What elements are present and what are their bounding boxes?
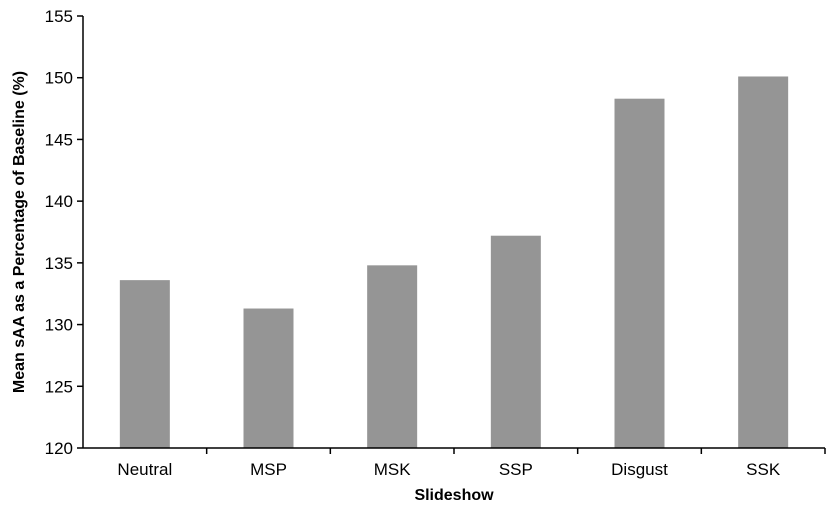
y-tick-label: 125: [45, 377, 73, 396]
x-tick-label: Disgust: [611, 460, 668, 479]
x-tick-label: SSK: [746, 460, 781, 479]
bar-ssk: [738, 76, 789, 448]
x-tick-label: Neutral: [117, 460, 172, 479]
x-tick-label: MSP: [250, 460, 287, 479]
x-axis-ticks: Neutral MSP MSK SSP Disgust SSK: [117, 448, 826, 479]
y-axis-title: Mean sAA as a Percentage of Baseline (%): [11, 71, 28, 393]
bar-ssp: [490, 235, 541, 448]
bar-disgust: [614, 98, 665, 448]
y-tick-label: 120: [45, 439, 73, 458]
bar-msp: [243, 308, 294, 448]
y-tick-label: 135: [45, 254, 73, 273]
y-tick-label: 155: [45, 7, 73, 26]
bar-msk: [367, 265, 418, 448]
y-tick-label: 150: [45, 69, 73, 88]
x-tick-label: SSP: [499, 460, 533, 479]
y-tick-label: 140: [45, 192, 73, 211]
y-axis-ticks: 120 125 130 135 140 145 150 155: [45, 7, 83, 458]
x-axis-title: Slideshow: [414, 487, 494, 504]
y-tick-label: 130: [45, 316, 73, 335]
bar-neutral: [119, 280, 170, 448]
bars: [119, 76, 789, 448]
y-tick-label: 145: [45, 130, 73, 149]
x-tick-label: MSK: [374, 460, 412, 479]
